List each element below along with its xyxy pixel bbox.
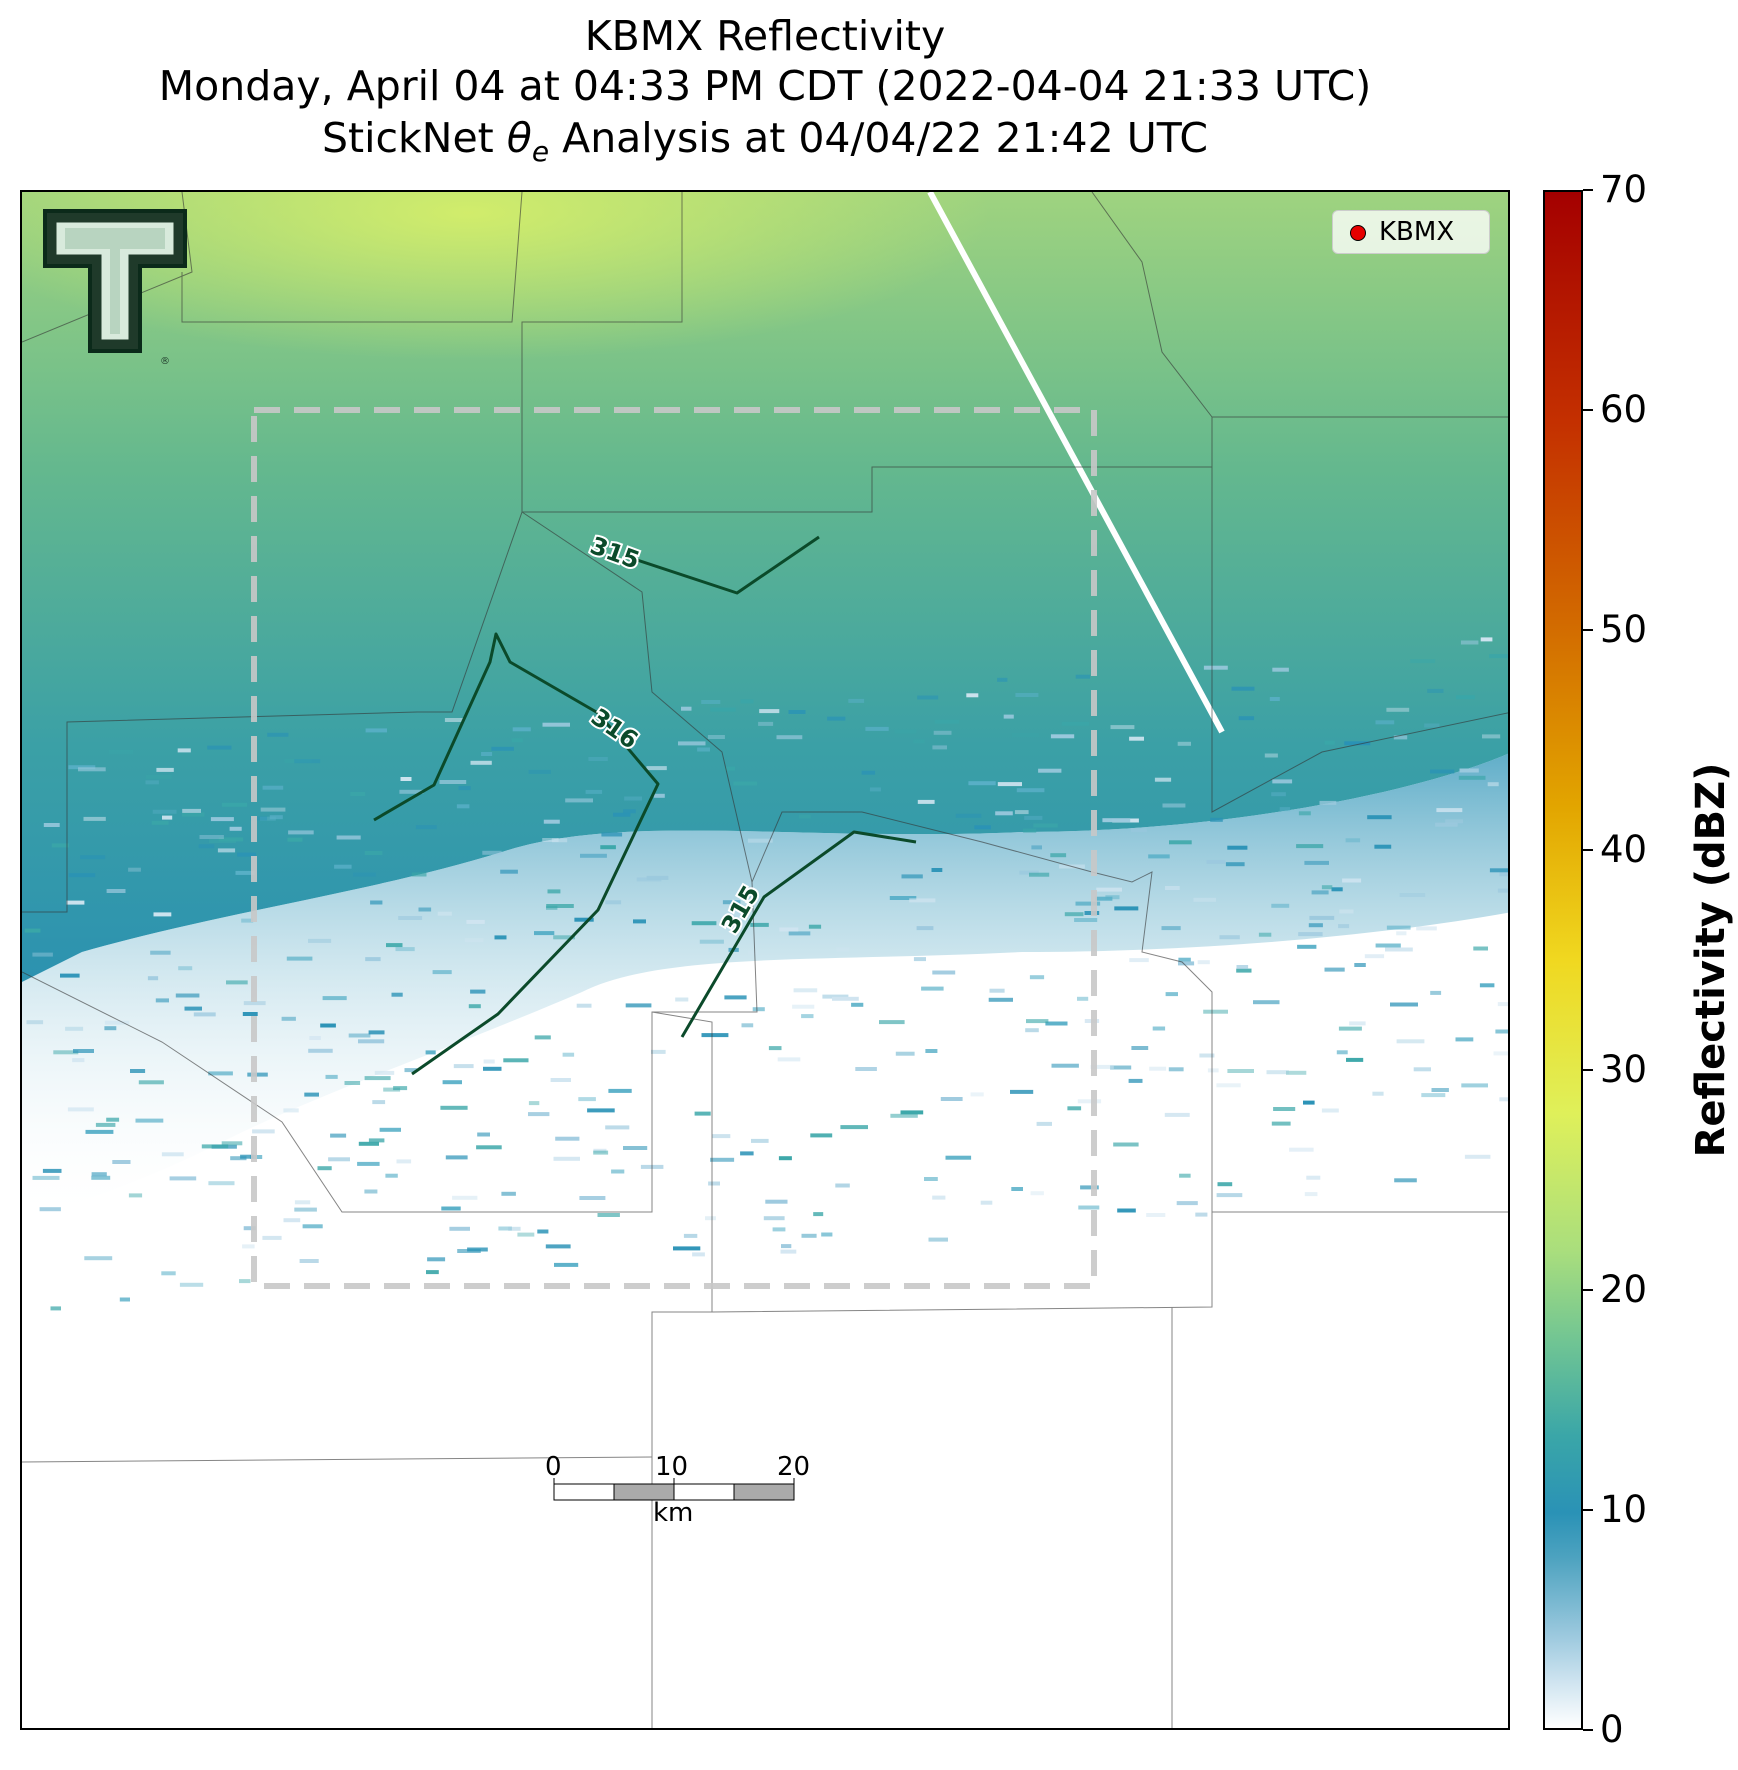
scalebar-unit: km [653,1498,694,1528]
svg-text:®: ® [160,356,170,366]
colorbar-tick-label: 60 [1600,388,1648,431]
colorbar [1543,190,1583,1730]
kbmx-marker-icon [1350,225,1366,241]
colorbar-tick-mark [1583,1729,1593,1731]
legend-label: KBMX [1379,217,1455,247]
colorbar-tick-mark [1583,629,1593,631]
blockage-streak [927,192,1225,734]
scale-bar [553,1478,795,1501]
colorbar-tick-label: 20 [1600,1268,1648,1311]
chart-subtitle-analysis: StickNet θe Analysis at 04/04/22 21:42 U… [322,114,1208,169]
analysis-domain-box [251,407,1097,1289]
colorbar-tick-label: 10 [1600,1488,1648,1531]
scalebar-label-20: 20 [777,1452,811,1482]
colorbar-tick-label: 30 [1600,1048,1648,1091]
colorbar-tick-label: 50 [1600,608,1648,651]
reflectivity-speckle [24,637,1508,1311]
chart-subtitle-time: Monday, April 04 at 04:33 PM CDT (2022-0… [158,62,1372,110]
colorbar-tick-mark [1583,1509,1593,1511]
scalebar-label-10: 10 [655,1452,689,1482]
scalebar-label-0: 0 [545,1452,562,1482]
colorbar-tick-mark [1583,189,1593,191]
double-t-logo: ® [43,209,187,366]
theta-e-contour-315-north [633,535,820,595]
station-legend: KBMX [1332,210,1490,254]
colorbar-tick-mark [1583,1289,1593,1291]
reflectivity-core [22,192,1508,612]
theta-e-contour-316 [373,632,660,1076]
colorbar-tick-mark [1583,409,1593,411]
county-boundaries [22,192,1508,1728]
colorbar-tick-mark [1583,849,1593,851]
chart-title: KBMX Reflectivity [584,12,946,60]
colorbar-tick-label: 0 [1600,1708,1624,1751]
radar-map-canvas: 315 316 315 [22,192,1508,1728]
colorbar-tick-label: 70 [1600,168,1648,211]
colorbar-title: Reflectivity (dBZ) [1688,762,1734,1158]
colorbar-tick-label: 40 [1600,828,1648,871]
colorbar-tick-mark [1583,1069,1593,1071]
theta-e-contour-315-east [680,830,917,1038]
reflectivity-fringe [22,753,1508,1222]
radar-map: 315 316 315 [20,190,1510,1730]
